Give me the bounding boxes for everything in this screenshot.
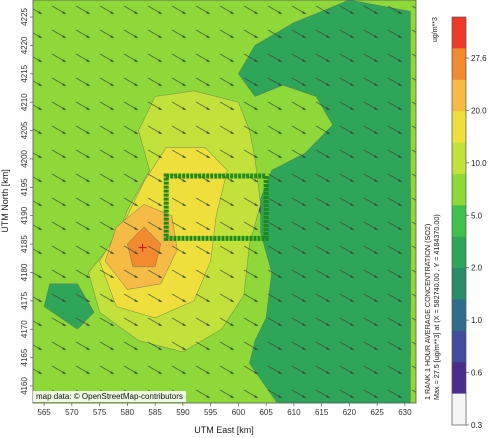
colorbar: 27.6 20.0 10.0 5.0 2.0 1.0 0.6 0.3 (451, 16, 487, 430)
colorbar-segment (452, 393, 466, 426)
colorbar-segment (452, 17, 466, 49)
y-axis-ticks: 4160 4165 4170 4175 4180 4185 4190 4195 4200 4205… (20, 8, 33, 395)
map-attribution[interactable]: map data: © OpenStreetMap-contributors (33, 391, 186, 402)
y-tick-label: 4185 (20, 235, 29, 253)
colorbar-segment (452, 142, 466, 175)
x-tick-label: 620 (343, 408, 357, 417)
x-tick-label: 625 (370, 408, 384, 417)
x-axis-ticks: 565 570 575 580 585 590 595 600 605 610 615 620 625 6… (37, 403, 412, 417)
colorbar-unit: ug/m**3 (432, 17, 439, 42)
colorbar-segment (452, 205, 466, 238)
colorbar-tick-label: 27.6 (471, 54, 487, 63)
y-tick-label: 4215 (20, 64, 29, 82)
colorbar-tick-label: 10.0 (471, 159, 487, 168)
x-tick-label: 600 (232, 408, 246, 417)
plot-frame (32, 0, 417, 404)
y-tick-label: 4175 (20, 291, 29, 309)
colorbar-tick-label: 2.0 (471, 264, 483, 273)
y-tick-label: 4210 (20, 93, 29, 111)
y-tick-label: 4225 (20, 8, 29, 26)
colorbar-tick-label: 5.0 (471, 211, 483, 220)
colorbar-tick-label: 1.0 (471, 316, 483, 325)
colorbar-frame (451, 16, 467, 426)
y-tick-label: 4160 (20, 377, 29, 395)
info-line-rank: 1 RANK 1 HOUR AVERAGE CONCENTRATION (SO2… (423, 224, 432, 400)
x-tick-label: 590 (176, 408, 190, 417)
info-line-max: Max = 27.5 [ug/m**3] at (X = 582740.00 ,… (432, 214, 441, 400)
x-tick-label: 605 (259, 408, 273, 417)
x-tick-label: 565 (37, 408, 51, 417)
y-tick-label: 4220 (20, 36, 29, 54)
colorbar-tick-label: 0.6 (471, 369, 483, 378)
colorbar-segment (452, 111, 466, 144)
y-tick-label: 4190 (20, 206, 29, 224)
colorbar-segment (452, 299, 466, 332)
x-tick-label: 595 (204, 408, 218, 417)
y-tick-label: 4195 (20, 178, 29, 196)
overlay-layer (138, 173, 269, 252)
colorbar-tick-label: 20.0 (471, 106, 487, 115)
wind-arrows-overlay (33, 0, 416, 403)
colorbar-tick-label: 0.3 (471, 421, 483, 430)
y-tick-label: 4165 (20, 348, 29, 366)
x-tick-label: 580 (121, 408, 135, 417)
colorbar-segment (452, 173, 466, 206)
colorbar-segment (452, 330, 466, 363)
y-tick-label: 4205 (20, 121, 29, 139)
colorbar-segment (452, 268, 466, 300)
x-tick-label: 610 (287, 408, 301, 417)
x-tick-label: 570 (65, 408, 79, 417)
x-tick-label: 615 (315, 408, 329, 417)
colorbar-segment (452, 48, 466, 81)
colorbar-segment (452, 362, 466, 395)
facility-boundary (163, 173, 269, 241)
y-tick-label: 4170 (20, 320, 29, 338)
x-tick-label: 575 (93, 408, 107, 417)
y-tick-label: 4200 (20, 149, 29, 167)
colorbar-segment (452, 236, 466, 269)
y-axis-title: UTM North [km] (0, 169, 10, 233)
x-tick-label: 630 (398, 408, 412, 417)
x-axis-title: UTM East [km] (194, 425, 254, 435)
colorbar-segment (452, 79, 466, 112)
y-tick-label: 4180 (20, 263, 29, 281)
x-tick-label: 585 (148, 408, 162, 417)
